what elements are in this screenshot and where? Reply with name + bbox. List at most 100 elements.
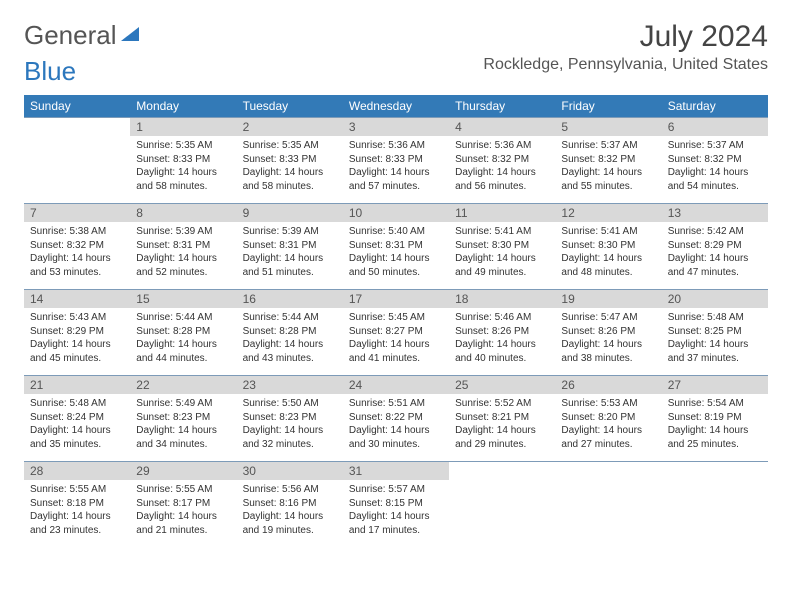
day-number: 17 xyxy=(343,290,449,308)
calendar-cell: 1Sunrise: 5:35 AMSunset: 8:33 PMDaylight… xyxy=(130,118,236,204)
day-number: 31 xyxy=(343,462,449,480)
day-number: 15 xyxy=(130,290,236,308)
day-number: 25 xyxy=(449,376,555,394)
day-number: 4 xyxy=(449,118,555,136)
calendar-table: SundayMondayTuesdayWednesdayThursdayFrid… xyxy=(24,95,768,548)
calendar-cell: 21Sunrise: 5:48 AMSunset: 8:24 PMDayligh… xyxy=(24,376,130,462)
sunset-line: Sunset: 8:30 PM xyxy=(561,239,655,253)
calendar-cell xyxy=(555,462,661,548)
sunrise-line: Sunrise: 5:45 AM xyxy=(349,311,443,325)
sunset-line: Sunset: 8:17 PM xyxy=(136,497,230,511)
day-number: 2 xyxy=(237,118,343,136)
sunset-line: Sunset: 8:28 PM xyxy=(136,325,230,339)
sunrise-line: Sunrise: 5:55 AM xyxy=(136,483,230,497)
sunrise-line: Sunrise: 5:39 AM xyxy=(136,225,230,239)
daylight-line: Daylight: 14 hours and 23 minutes. xyxy=(30,510,124,537)
weekday-header: Friday xyxy=(555,95,661,118)
calendar-cell: 3Sunrise: 5:36 AMSunset: 8:33 PMDaylight… xyxy=(343,118,449,204)
day-body: Sunrise: 5:44 AMSunset: 8:28 PMDaylight:… xyxy=(130,308,236,369)
day-body: Sunrise: 5:57 AMSunset: 8:15 PMDaylight:… xyxy=(343,480,449,541)
sunset-line: Sunset: 8:15 PM xyxy=(349,497,443,511)
day-body: Sunrise: 5:54 AMSunset: 8:19 PMDaylight:… xyxy=(662,394,768,455)
day-body: Sunrise: 5:41 AMSunset: 8:30 PMDaylight:… xyxy=(449,222,555,283)
sunrise-line: Sunrise: 5:37 AM xyxy=(561,139,655,153)
sunrise-line: Sunrise: 5:54 AM xyxy=(668,397,762,411)
daylight-line: Daylight: 14 hours and 52 minutes. xyxy=(136,252,230,279)
sunset-line: Sunset: 8:33 PM xyxy=(136,153,230,167)
daylight-line: Daylight: 14 hours and 55 minutes. xyxy=(561,166,655,193)
daylight-line: Daylight: 14 hours and 19 minutes. xyxy=(243,510,337,537)
weekday-header: Tuesday xyxy=(237,95,343,118)
day-body: Sunrise: 5:35 AMSunset: 8:33 PMDaylight:… xyxy=(237,136,343,197)
sunset-line: Sunset: 8:29 PM xyxy=(30,325,124,339)
day-body: Sunrise: 5:50 AMSunset: 8:23 PMDaylight:… xyxy=(237,394,343,455)
day-number: 5 xyxy=(555,118,661,136)
day-number: 14 xyxy=(24,290,130,308)
weekday-row: SundayMondayTuesdayWednesdayThursdayFrid… xyxy=(24,95,768,118)
sunrise-line: Sunrise: 5:42 AM xyxy=(668,225,762,239)
sunrise-line: Sunrise: 5:47 AM xyxy=(561,311,655,325)
calendar-cell: 9Sunrise: 5:39 AMSunset: 8:31 PMDaylight… xyxy=(237,204,343,290)
sunrise-line: Sunrise: 5:38 AM xyxy=(30,225,124,239)
daylight-line: Daylight: 14 hours and 51 minutes. xyxy=(243,252,337,279)
day-number: 11 xyxy=(449,204,555,222)
day-number: 19 xyxy=(555,290,661,308)
day-number: 18 xyxy=(449,290,555,308)
sunset-line: Sunset: 8:33 PM xyxy=(243,153,337,167)
sunrise-line: Sunrise: 5:43 AM xyxy=(30,311,124,325)
day-number: 9 xyxy=(237,204,343,222)
sunset-line: Sunset: 8:18 PM xyxy=(30,497,124,511)
day-body: Sunrise: 5:36 AMSunset: 8:32 PMDaylight:… xyxy=(449,136,555,197)
sunset-line: Sunset: 8:27 PM xyxy=(349,325,443,339)
day-body: Sunrise: 5:53 AMSunset: 8:20 PMDaylight:… xyxy=(555,394,661,455)
daylight-line: Daylight: 14 hours and 35 minutes. xyxy=(30,424,124,451)
daylight-line: Daylight: 14 hours and 30 minutes. xyxy=(349,424,443,451)
sunrise-line: Sunrise: 5:39 AM xyxy=(243,225,337,239)
sunset-line: Sunset: 8:23 PM xyxy=(243,411,337,425)
sunset-line: Sunset: 8:21 PM xyxy=(455,411,549,425)
calendar-cell: 10Sunrise: 5:40 AMSunset: 8:31 PMDayligh… xyxy=(343,204,449,290)
sunrise-line: Sunrise: 5:55 AM xyxy=(30,483,124,497)
sunset-line: Sunset: 8:24 PM xyxy=(30,411,124,425)
day-body: Sunrise: 5:45 AMSunset: 8:27 PMDaylight:… xyxy=(343,308,449,369)
day-body: Sunrise: 5:35 AMSunset: 8:33 PMDaylight:… xyxy=(130,136,236,197)
day-number: 26 xyxy=(555,376,661,394)
calendar-cell: 20Sunrise: 5:48 AMSunset: 8:25 PMDayligh… xyxy=(662,290,768,376)
day-body: Sunrise: 5:55 AMSunset: 8:18 PMDaylight:… xyxy=(24,480,130,541)
calendar-cell: 17Sunrise: 5:45 AMSunset: 8:27 PMDayligh… xyxy=(343,290,449,376)
sunset-line: Sunset: 8:22 PM xyxy=(349,411,443,425)
day-body: Sunrise: 5:36 AMSunset: 8:33 PMDaylight:… xyxy=(343,136,449,197)
calendar-cell: 11Sunrise: 5:41 AMSunset: 8:30 PMDayligh… xyxy=(449,204,555,290)
sunset-line: Sunset: 8:26 PM xyxy=(455,325,549,339)
weekday-header: Monday xyxy=(130,95,236,118)
daylight-line: Daylight: 14 hours and 58 minutes. xyxy=(243,166,337,193)
sunrise-line: Sunrise: 5:36 AM xyxy=(455,139,549,153)
calendar-cell: 6Sunrise: 5:37 AMSunset: 8:32 PMDaylight… xyxy=(662,118,768,204)
calendar-cell: 5Sunrise: 5:37 AMSunset: 8:32 PMDaylight… xyxy=(555,118,661,204)
calendar-cell: 15Sunrise: 5:44 AMSunset: 8:28 PMDayligh… xyxy=(130,290,236,376)
day-number: 22 xyxy=(130,376,236,394)
sunset-line: Sunset: 8:32 PM xyxy=(668,153,762,167)
day-number: 10 xyxy=(343,204,449,222)
calendar-body: 1Sunrise: 5:35 AMSunset: 8:33 PMDaylight… xyxy=(24,118,768,548)
calendar-cell: 27Sunrise: 5:54 AMSunset: 8:19 PMDayligh… xyxy=(662,376,768,462)
calendar-cell: 23Sunrise: 5:50 AMSunset: 8:23 PMDayligh… xyxy=(237,376,343,462)
daylight-line: Daylight: 14 hours and 44 minutes. xyxy=(136,338,230,365)
daylight-line: Daylight: 14 hours and 50 minutes. xyxy=(349,252,443,279)
day-number: 21 xyxy=(24,376,130,394)
day-number: 13 xyxy=(662,204,768,222)
day-number: 29 xyxy=(130,462,236,480)
calendar-cell: 28Sunrise: 5:55 AMSunset: 8:18 PMDayligh… xyxy=(24,462,130,548)
calendar-cell: 22Sunrise: 5:49 AMSunset: 8:23 PMDayligh… xyxy=(130,376,236,462)
calendar-cell xyxy=(24,118,130,204)
weekday-header: Saturday xyxy=(662,95,768,118)
daylight-line: Daylight: 14 hours and 43 minutes. xyxy=(243,338,337,365)
day-number: 20 xyxy=(662,290,768,308)
triangle-icon xyxy=(121,27,139,41)
day-body: Sunrise: 5:40 AMSunset: 8:31 PMDaylight:… xyxy=(343,222,449,283)
calendar-cell xyxy=(449,462,555,548)
calendar-cell: 26Sunrise: 5:53 AMSunset: 8:20 PMDayligh… xyxy=(555,376,661,462)
calendar-cell: 4Sunrise: 5:36 AMSunset: 8:32 PMDaylight… xyxy=(449,118,555,204)
day-body: Sunrise: 5:41 AMSunset: 8:30 PMDaylight:… xyxy=(555,222,661,283)
sunset-line: Sunset: 8:31 PM xyxy=(136,239,230,253)
